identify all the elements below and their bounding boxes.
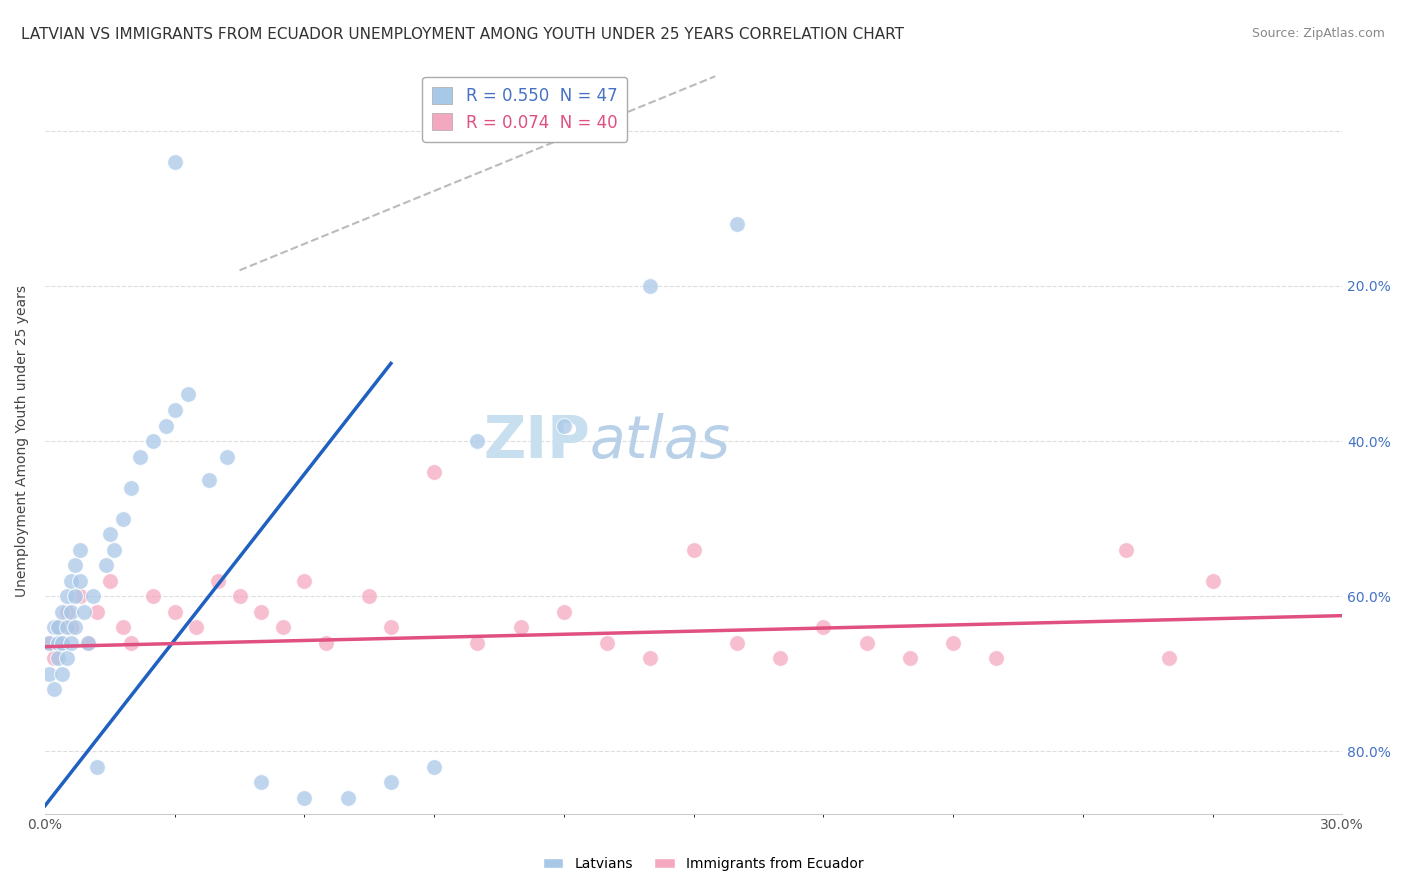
Point [682,542,704,557]
Point [163,403,186,417]
Point [103,542,125,557]
Point [59,605,82,619]
Point [898,651,921,665]
Point [111,620,134,634]
Point [120,636,142,650]
Point [423,465,446,479]
Point [86,760,108,774]
Point [198,473,221,487]
Point [55,589,77,603]
Point [207,574,229,588]
Point [73,605,96,619]
Point [55,651,77,665]
Point [69,542,91,557]
Point [42,620,65,634]
Point [46,620,69,634]
Point [271,620,294,634]
Point [228,589,250,603]
Point [46,636,69,650]
Point [553,605,575,619]
Point [142,434,165,448]
Point [120,481,142,495]
Point [250,775,273,789]
Point [46,620,69,634]
Point [294,791,316,805]
Point [51,605,73,619]
Point [813,620,835,634]
Legend: R = 0.550  N = 47, R = 0.074  N = 40: R = 0.550 N = 47, R = 0.074 N = 40 [422,77,627,142]
Point [59,574,82,588]
Point [769,651,792,665]
Point [129,450,152,464]
Point [69,574,91,588]
Point [65,620,87,634]
Point [640,651,662,665]
Point [423,760,446,774]
Point [336,791,359,805]
Point [38,636,60,650]
Point [42,651,65,665]
Point [111,511,134,525]
Point [725,217,748,231]
Point [51,636,73,650]
Point [553,418,575,433]
Point [38,666,60,681]
Point [725,636,748,650]
Point [86,605,108,619]
Point [467,434,489,448]
Point [596,636,619,650]
Point [38,636,60,650]
Point [1115,542,1137,557]
Point [315,636,337,650]
Point [250,605,273,619]
Point [59,636,82,650]
Point [65,589,87,603]
Point [55,605,77,619]
Text: LATVIAN VS IMMIGRANTS FROM ECUADOR UNEMPLOYMENT AMONG YOUTH UNDER 25 YEARS CORRE: LATVIAN VS IMMIGRANTS FROM ECUADOR UNEMP… [21,27,904,42]
Point [215,450,238,464]
Point [359,589,381,603]
Point [1201,574,1223,588]
Point [42,682,65,697]
Point [51,636,73,650]
Point [94,558,117,573]
Text: Source: ZipAtlas.com: Source: ZipAtlas.com [1251,27,1385,40]
Text: ZIP: ZIP [482,412,591,469]
Legend: Latvians, Immigrants from Ecuador: Latvians, Immigrants from Ecuador [537,851,869,876]
Point [467,636,489,650]
Point [59,620,82,634]
Point [55,620,77,634]
Point [163,605,186,619]
Point [142,589,165,603]
Point [380,775,402,789]
Point [186,620,208,634]
Point [294,574,316,588]
Point [77,636,100,650]
Point [46,651,69,665]
Point [82,589,104,603]
Point [77,636,100,650]
Point [380,620,402,634]
Y-axis label: Unemployment Among Youth under 25 years: Unemployment Among Youth under 25 years [15,285,30,597]
Point [855,636,877,650]
Point [163,154,186,169]
Point [155,418,177,433]
Point [176,387,198,401]
Point [509,620,531,634]
Point [51,666,73,681]
Point [98,527,121,541]
Point [69,589,91,603]
Point [986,651,1008,665]
Text: atlas: atlas [591,412,731,469]
Point [942,636,965,650]
Point [98,574,121,588]
Point [65,558,87,573]
Point [640,278,662,293]
Point [1159,651,1181,665]
